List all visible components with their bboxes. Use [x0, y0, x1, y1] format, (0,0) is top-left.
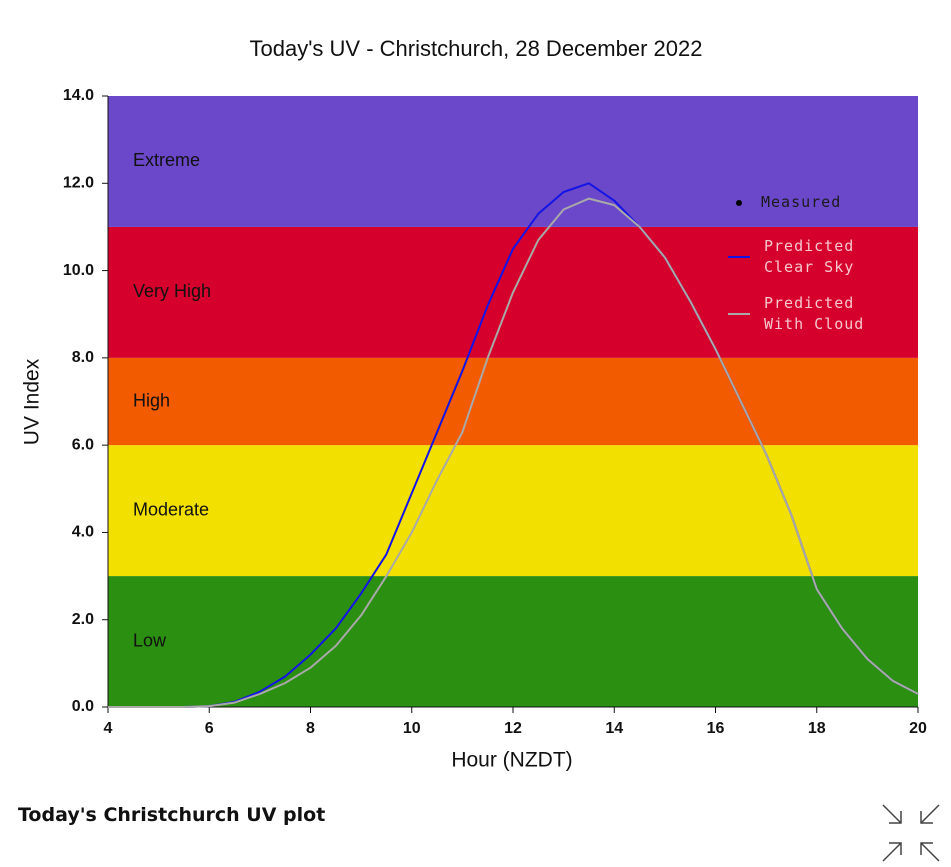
legend-label: Measured	[761, 193, 842, 211]
uv-band	[108, 96, 918, 227]
x-tick-label: 12	[504, 720, 522, 737]
x-tick-label: 10	[403, 720, 421, 737]
legend-item: Predicted With Cloud	[728, 293, 918, 335]
y-tick-label: 6.0	[72, 436, 94, 453]
x-tick-label: 16	[707, 720, 725, 737]
series-line	[108, 197, 919, 708]
y-tick-label: 8.0	[72, 349, 94, 366]
band-label: Moderate	[133, 499, 209, 519]
collapse-icon[interactable]	[879, 801, 943, 865]
legend-label: Predicted With Cloud	[764, 294, 865, 333]
y-tick-label: 12.0	[63, 175, 94, 192]
chart-title: Today's UV - Christchurch, 28 December 2…	[250, 36, 703, 61]
legend-label: Predicted Clear Sky	[764, 237, 855, 276]
caption: Today's Christchurch UV plot	[18, 804, 326, 826]
legend-swatch	[728, 256, 750, 258]
band-label: Extreme	[133, 150, 200, 170]
chart: Today's UV - Christchurch, 28 December 2…	[21, 36, 927, 772]
y-tick-label: 10.0	[63, 262, 94, 279]
uv-band	[108, 357, 918, 446]
legend-item: Measured	[728, 192, 918, 213]
legend-item: Predicted Clear Sky	[728, 236, 918, 278]
y-tick-label: 2.0	[72, 611, 94, 628]
band-label: Low	[133, 630, 167, 650]
legend-swatch	[736, 199, 742, 206]
x-tick-label: 8	[306, 720, 315, 737]
uv-band	[108, 445, 918, 577]
x-tick-label: 4	[104, 720, 113, 737]
y-tick-label: 14.0	[63, 87, 94, 104]
x-tick-label: 6	[205, 720, 214, 737]
legend: Measured Predicted Clear Sky Predicted Wit…	[728, 192, 918, 335]
uv-band	[108, 576, 918, 707]
legend-swatch	[728, 313, 750, 315]
y-tick-label: 0.0	[72, 698, 94, 715]
x-tick-label: 18	[808, 720, 826, 737]
x-axis-label: Hour (NZDT)	[451, 749, 572, 772]
y-tick-label: 4.0	[72, 524, 94, 541]
x-tick-label: 20	[909, 720, 927, 737]
band-label: High	[133, 390, 170, 410]
band-label: Very High	[133, 281, 211, 301]
x-tick-label: 14	[605, 720, 623, 737]
y-axis-label: UV Index	[21, 358, 44, 445]
